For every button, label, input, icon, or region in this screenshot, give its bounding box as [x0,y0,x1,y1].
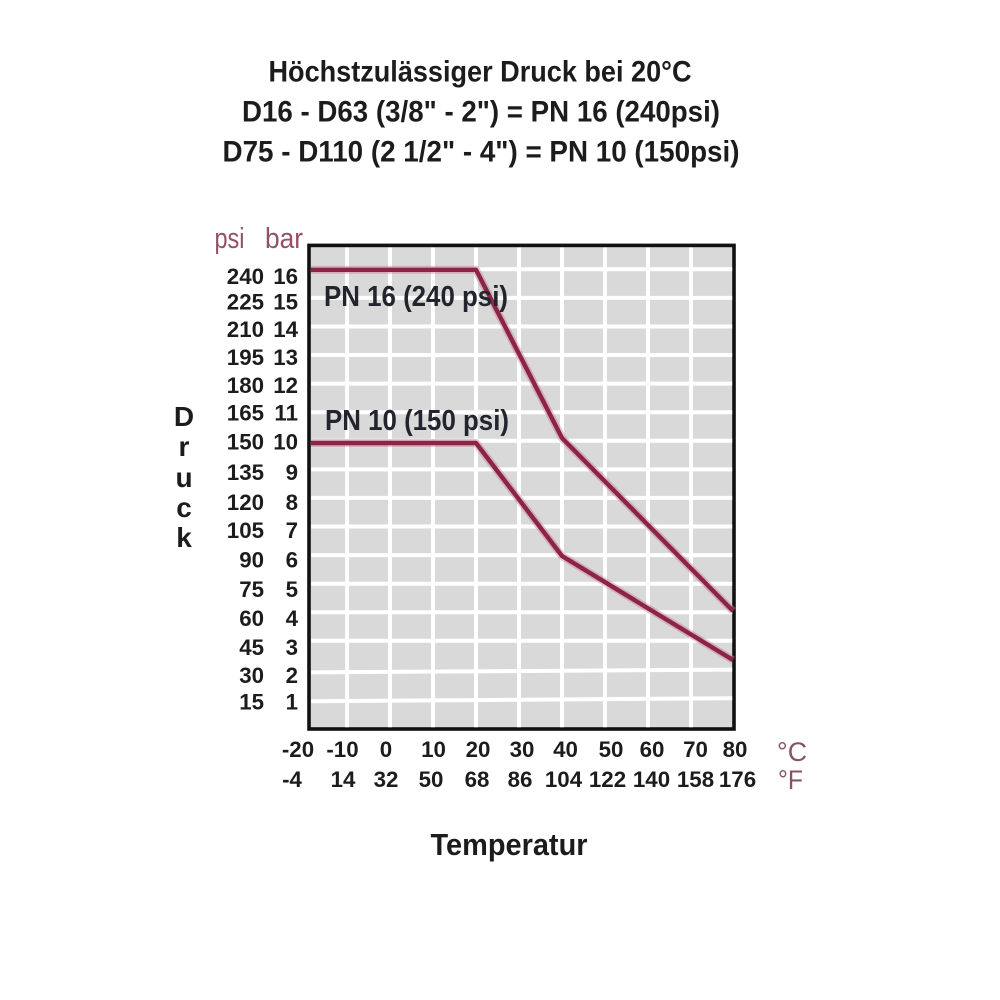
svg-text:16: 16 [273,264,298,289]
svg-text:75: 75 [239,577,264,602]
svg-text:135: 135 [227,460,264,485]
svg-text:bar: bar [265,223,303,255]
svg-text:°F: °F [778,765,803,795]
svg-text:Temperatur: Temperatur [431,827,588,862]
svg-text:140: 140 [633,767,670,792]
svg-text:PN 10 (150 psi): PN 10 (150 psi) [325,405,509,437]
svg-text:32: 32 [374,767,399,792]
svg-text:4: 4 [286,606,299,631]
svg-text:6: 6 [286,547,298,572]
svg-text:psi: psi [215,223,245,255]
svg-text:104: 104 [545,767,583,792]
svg-text:105: 105 [227,518,264,543]
svg-text:1: 1 [286,689,298,714]
svg-text:8: 8 [286,490,298,515]
svg-text:45: 45 [239,635,264,660]
svg-text:-10: -10 [326,737,358,762]
svg-text:86: 86 [508,767,533,792]
svg-text:240: 240 [227,264,264,289]
svg-text:°C: °C [777,737,807,767]
svg-text:90: 90 [239,547,264,572]
svg-text:PN 16 (240 psi): PN 16 (240 psi) [324,281,508,313]
svg-text:40: 40 [553,737,578,762]
svg-text:10: 10 [421,737,446,762]
svg-text:30: 30 [510,737,535,762]
svg-text:15: 15 [239,689,264,714]
svg-text:3: 3 [286,635,298,660]
svg-text:r: r [179,431,190,462]
svg-text:Höchstzulässiger Druck bei 20°: Höchstzulässiger Druck bei 20°C [269,55,692,88]
svg-text:225: 225 [227,290,264,315]
svg-text:50: 50 [599,737,624,762]
svg-text:12: 12 [273,373,298,398]
svg-text:195: 195 [227,345,264,370]
svg-text:9: 9 [286,460,298,485]
svg-text:70: 70 [683,737,708,762]
svg-text:165: 165 [227,401,264,426]
svg-text:-4: -4 [282,767,302,792]
svg-text:10: 10 [273,429,298,454]
svg-text:20: 20 [466,737,491,762]
svg-text:5: 5 [286,577,298,602]
svg-text:13: 13 [273,345,298,370]
svg-text:120: 120 [227,490,264,515]
svg-text:180: 180 [227,373,264,398]
svg-text:60: 60 [640,737,665,762]
svg-text:D16 - D63 (3/8" - 2") = PN 16: D16 - D63 (3/8" - 2") = PN 16 (240psi) [242,96,720,129]
svg-text:122: 122 [589,767,626,792]
svg-text:30: 30 [239,663,264,688]
svg-text:60: 60 [239,606,264,631]
svg-text:k: k [176,522,192,553]
svg-text:11: 11 [274,401,298,426]
svg-text:14: 14 [273,317,298,342]
svg-text:D: D [174,401,194,432]
svg-text:176: 176 [719,767,756,792]
svg-text:158: 158 [677,767,714,792]
svg-text:68: 68 [465,767,490,792]
svg-text:210: 210 [227,317,264,342]
svg-text:-20: -20 [282,737,314,762]
svg-text:0: 0 [380,737,392,762]
svg-text:14: 14 [331,767,356,792]
svg-text:c: c [176,492,192,523]
svg-text:150: 150 [227,429,264,454]
svg-text:50: 50 [419,767,444,792]
svg-text:7: 7 [286,518,298,543]
svg-text:2: 2 [286,663,298,688]
svg-text:15: 15 [273,290,298,315]
svg-text:D75 - D110 (2 1/2" - 4") = PN: D75 - D110 (2 1/2" - 4") = PN 10 (150psi… [223,136,740,169]
svg-text:80: 80 [723,737,748,762]
svg-text:u: u [175,462,192,493]
